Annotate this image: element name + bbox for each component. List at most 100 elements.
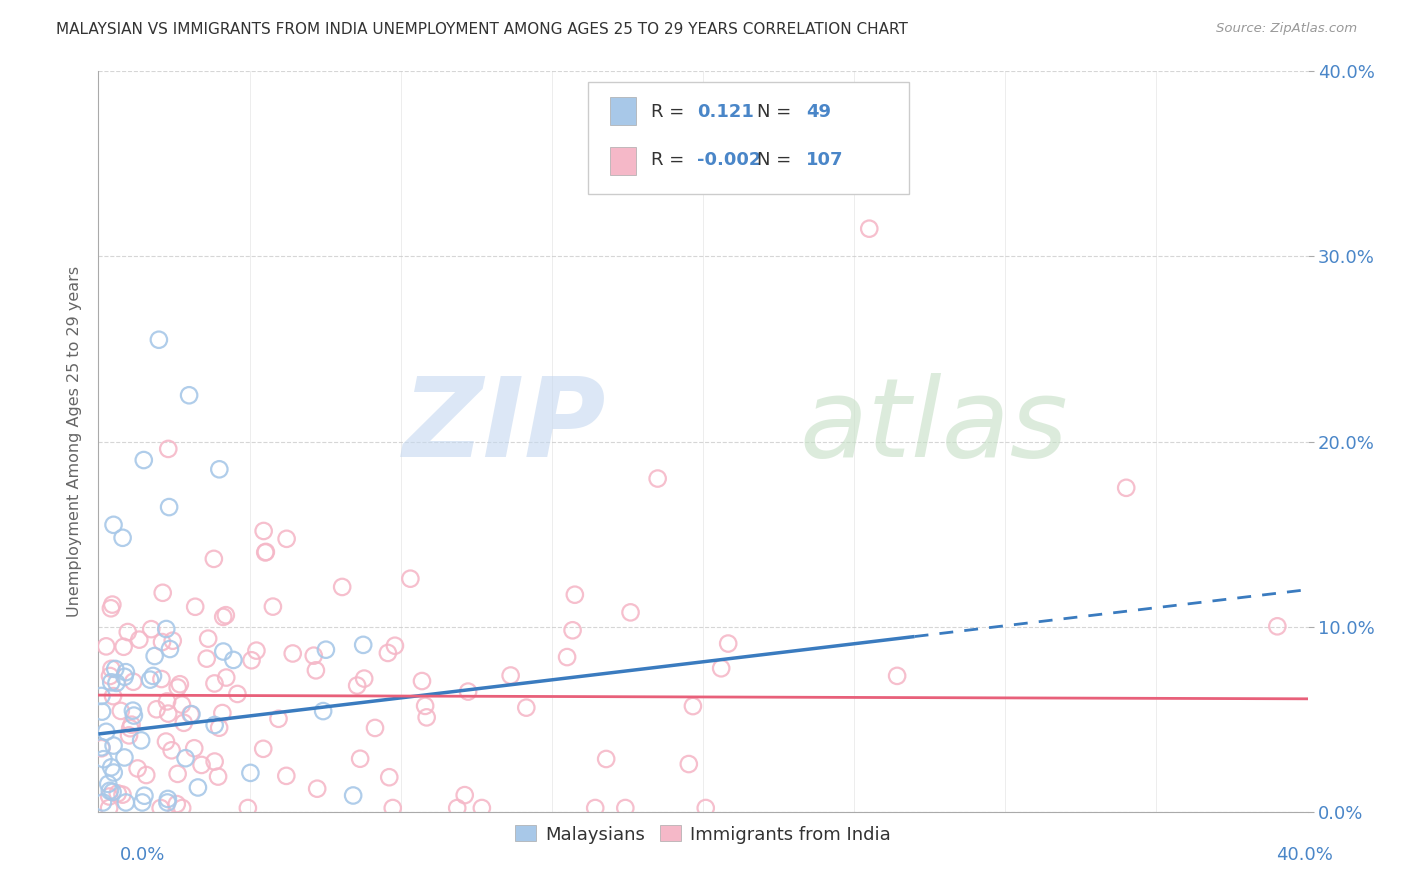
Point xyxy=(100,675,122,690)
Point xyxy=(499,668,522,682)
Point xyxy=(454,788,477,802)
Point xyxy=(197,632,219,646)
Point xyxy=(179,388,201,402)
Point xyxy=(595,752,617,766)
Point xyxy=(96,640,118,654)
Point xyxy=(236,801,259,815)
Point xyxy=(155,622,177,636)
Point xyxy=(211,706,233,720)
Point xyxy=(134,789,156,803)
Point xyxy=(174,751,197,765)
Point xyxy=(202,552,225,566)
Point xyxy=(169,677,191,691)
Point xyxy=(583,801,606,815)
Point xyxy=(315,642,337,657)
Point xyxy=(619,606,641,620)
Point xyxy=(111,531,134,545)
Point xyxy=(647,472,669,486)
Legend: Malaysians, Immigrants from India: Malaysians, Immigrants from India xyxy=(508,818,898,851)
Point xyxy=(115,665,138,680)
Point xyxy=(352,638,374,652)
Point xyxy=(90,741,112,756)
Point xyxy=(411,674,433,689)
Text: R =: R = xyxy=(651,103,690,121)
Point xyxy=(100,601,122,615)
Point xyxy=(132,453,155,467)
Point xyxy=(245,643,267,657)
Point xyxy=(111,788,134,802)
Point xyxy=(858,221,880,235)
Point xyxy=(120,721,142,735)
Point xyxy=(145,702,167,716)
Point xyxy=(415,710,437,724)
Point xyxy=(143,648,166,663)
Point xyxy=(160,743,183,757)
Point xyxy=(135,768,157,782)
Point xyxy=(399,572,422,586)
Point xyxy=(710,661,733,675)
Point xyxy=(103,517,125,532)
Point xyxy=(172,801,194,815)
Point xyxy=(148,333,170,347)
Point xyxy=(114,670,136,684)
Point xyxy=(377,646,399,660)
Point xyxy=(695,801,717,815)
Point xyxy=(252,741,274,756)
Point xyxy=(254,545,277,559)
Point xyxy=(98,669,121,683)
Point xyxy=(101,689,124,703)
Point xyxy=(678,757,700,772)
Point xyxy=(180,707,202,722)
Point xyxy=(122,674,145,689)
Point xyxy=(166,797,188,811)
Point xyxy=(170,698,193,712)
Point xyxy=(239,765,262,780)
Point xyxy=(159,642,181,657)
Text: 107: 107 xyxy=(806,152,844,169)
Point xyxy=(180,707,202,722)
Text: N =: N = xyxy=(758,103,797,121)
Point xyxy=(207,770,229,784)
Point xyxy=(222,653,245,667)
Point xyxy=(446,801,468,815)
Point xyxy=(204,676,226,690)
Point xyxy=(215,608,238,623)
Point xyxy=(1267,619,1289,633)
Point xyxy=(190,758,212,772)
Point xyxy=(114,796,136,810)
Point xyxy=(253,524,276,538)
Point xyxy=(349,752,371,766)
Point xyxy=(173,715,195,730)
Point xyxy=(555,650,578,665)
Point xyxy=(110,704,132,718)
Point xyxy=(166,767,188,781)
Point xyxy=(457,684,479,698)
Point xyxy=(561,624,583,638)
Point xyxy=(184,599,207,614)
Point xyxy=(413,698,436,713)
FancyBboxPatch shape xyxy=(588,82,908,194)
Point xyxy=(267,712,290,726)
Point xyxy=(128,632,150,647)
Point xyxy=(90,689,112,703)
Point xyxy=(97,777,120,791)
Point xyxy=(91,705,114,719)
Point xyxy=(157,500,180,514)
Point xyxy=(142,669,165,683)
Point xyxy=(240,653,263,667)
Point xyxy=(104,662,127,676)
Point xyxy=(515,700,537,714)
Point xyxy=(226,687,249,701)
Point xyxy=(103,739,125,753)
Point xyxy=(117,625,139,640)
Point xyxy=(162,633,184,648)
Point xyxy=(187,780,209,795)
Point xyxy=(166,681,188,695)
FancyBboxPatch shape xyxy=(610,97,637,126)
Point xyxy=(100,760,122,774)
Point xyxy=(103,765,125,780)
Point xyxy=(330,580,353,594)
Point xyxy=(384,639,406,653)
Point xyxy=(262,599,284,614)
Point xyxy=(346,679,368,693)
